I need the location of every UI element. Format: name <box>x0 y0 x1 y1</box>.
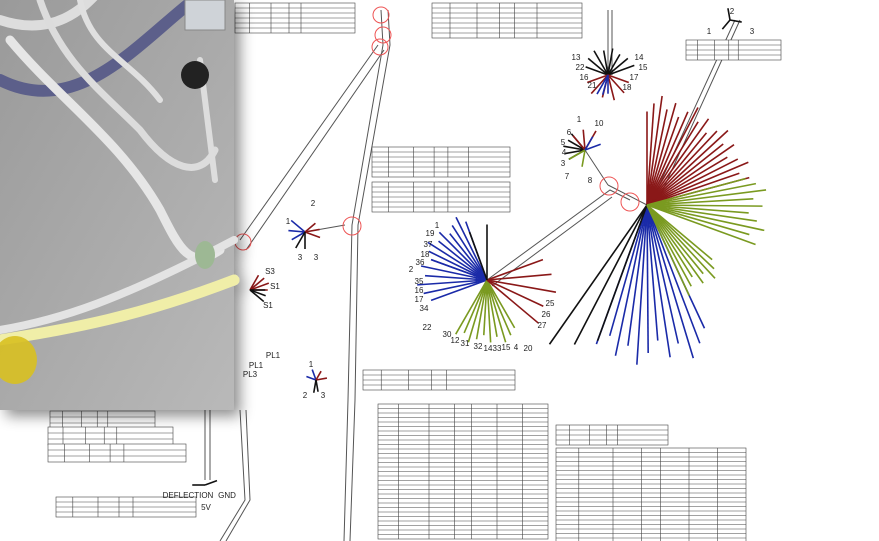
pin-label: 1 <box>577 115 582 124</box>
page: {"connectors":[ {"pins":["1","19","37","… <box>0 0 879 541</box>
pin-label: 2 <box>730 7 735 16</box>
pin-label: 17 <box>630 73 639 82</box>
pin-label: 1 <box>435 221 440 230</box>
pin-label: 27 <box>538 321 547 330</box>
pin-label: 32 <box>474 342 483 351</box>
pin-label: 3 <box>321 391 326 400</box>
table <box>48 427 173 445</box>
pin-label: 21 <box>588 81 597 90</box>
pin-label: 34 <box>420 304 429 313</box>
pin-label: 2 <box>311 199 316 208</box>
pin-label: 16 <box>415 286 424 295</box>
wire <box>305 232 320 237</box>
pin-label: 3 <box>298 253 303 262</box>
pin-label: 22 <box>576 63 585 72</box>
pin-label: 4 <box>562 148 567 157</box>
wire <box>487 280 556 292</box>
pin-label: 35 <box>415 277 424 286</box>
pin-label: 10 <box>595 119 604 128</box>
pin-label: S1 <box>263 301 273 310</box>
pin-label: S1 <box>270 282 280 291</box>
annotation: DEFLECTION <box>163 491 214 500</box>
harness-drawing: 1193718362351617342230123132143315420252… <box>0 0 879 541</box>
wire <box>487 280 539 323</box>
pin-label: 12 <box>451 336 460 345</box>
pin-label: 2 <box>409 265 414 274</box>
pin-label: 37 <box>424 240 433 249</box>
pin-label: 3 <box>750 27 755 36</box>
pin-label: 3 <box>561 159 566 168</box>
wire <box>487 280 511 335</box>
pin-label: 22 <box>423 323 432 332</box>
pin-label: 13 <box>572 53 581 62</box>
pin-label: 20 <box>524 344 533 353</box>
pin-label: 3 <box>314 253 319 262</box>
pin-label: 18 <box>623 83 632 92</box>
pin-label: 2 <box>303 391 308 400</box>
annotation: 5V <box>201 503 211 512</box>
pin-label: 15 <box>639 63 648 72</box>
pin-label: 1 <box>286 217 291 226</box>
wire <box>628 205 647 346</box>
wire <box>464 280 487 333</box>
wire <box>205 481 217 485</box>
pin-label: 31 <box>461 339 470 348</box>
pin-label: 25 <box>546 299 555 308</box>
pin-label: 26 <box>542 310 551 319</box>
wire <box>722 20 730 29</box>
pin-label: 8 <box>588 176 593 185</box>
wire <box>610 205 647 336</box>
annotation: GND <box>218 491 236 500</box>
pin-label: 36 <box>416 258 425 267</box>
wire <box>582 150 585 167</box>
table <box>50 411 155 429</box>
pin-label: 4 <box>514 343 519 352</box>
pin-label: 6 <box>567 128 572 137</box>
pin-label: PL1 <box>266 351 281 360</box>
render-inset <box>0 0 234 410</box>
table <box>48 444 186 462</box>
pin-label: 1 <box>707 27 712 36</box>
pin-label: 19 <box>426 229 435 238</box>
pin-label: 7 <box>565 172 570 181</box>
pin-label: PL3 <box>243 370 258 379</box>
wire <box>439 232 487 280</box>
wire <box>574 205 647 344</box>
pin-label: 15 <box>502 343 511 352</box>
pin-label: 14 <box>635 53 644 62</box>
pin-label: 1 <box>309 360 314 369</box>
wire <box>314 380 316 393</box>
pin-label: 5 <box>561 138 566 147</box>
pin-label: PL1 <box>249 361 264 370</box>
pin-label: 17 <box>415 295 424 304</box>
pin-label: S3 <box>265 267 275 276</box>
